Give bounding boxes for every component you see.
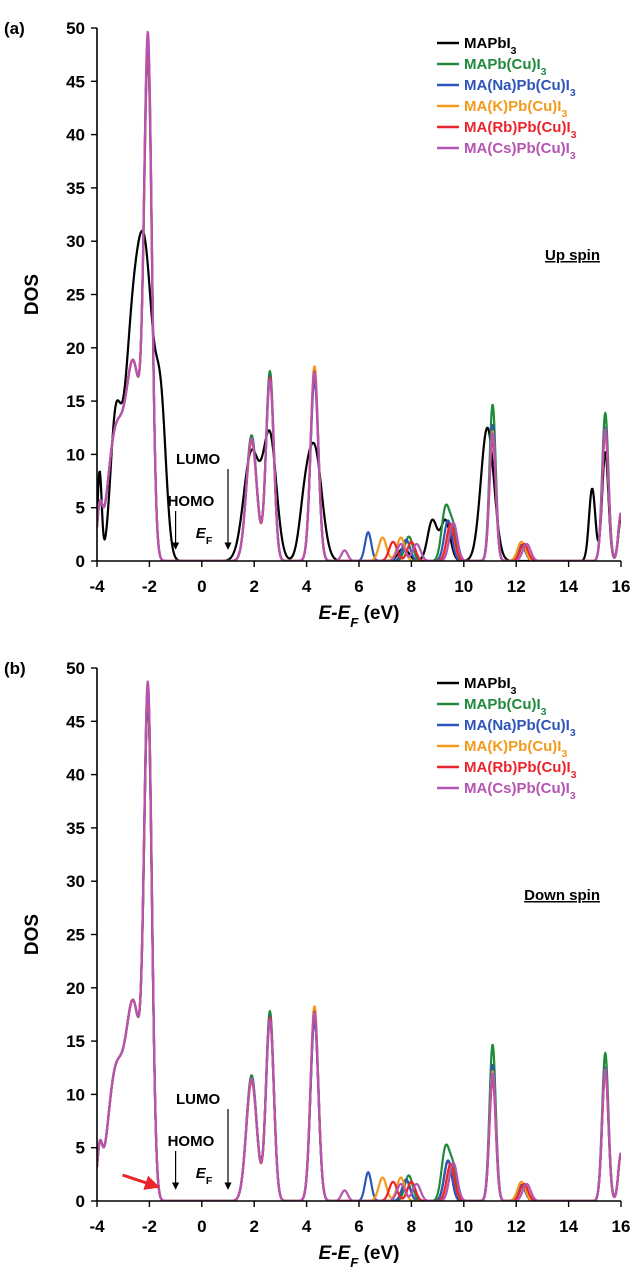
fermi-level-label: EF — [196, 525, 213, 547]
x-tick-label: 2 — [249, 1217, 258, 1236]
x-tick-label: 0 — [197, 577, 206, 596]
panel-label: (a) — [4, 19, 25, 38]
legend-entry: MA(K)Pb(Cu)I3 — [464, 98, 567, 120]
x-tick-label: 16 — [612, 1217, 631, 1236]
x-tick-label: 10 — [454, 1217, 473, 1236]
x-tick-label: 6 — [354, 577, 363, 596]
x-tick-label: 12 — [507, 577, 526, 596]
series-line-4 — [97, 38, 621, 561]
legend-entry: MAPb(Cu)I3 — [464, 56, 547, 78]
legend-entry: MA(Na)Pb(Cu)I3 — [464, 77, 576, 99]
x-tick-label: 16 — [612, 577, 631, 596]
y-tick-label: 30 — [66, 232, 85, 251]
spin-label: Down spin — [524, 887, 600, 904]
y-tick-label: 45 — [66, 72, 85, 91]
series-line-5 — [97, 30, 621, 561]
fermi-level-label: EF — [196, 1165, 213, 1187]
series-line-5 — [97, 680, 621, 1201]
legend-entry: MA(Rb)Pb(Cu)I3 — [464, 119, 577, 141]
x-axis-label: E-EF (eV) — [319, 1243, 400, 1270]
x-tick-label: 4 — [302, 1217, 312, 1236]
spin-label: Up spin — [545, 247, 600, 264]
y-tick-label: 20 — [66, 979, 85, 998]
legend: MAPbI3MAPb(Cu)I3MA(Na)Pb(Cu)I3MA(K)Pb(Cu… — [437, 675, 577, 802]
lumo-label: LUMO — [176, 1091, 220, 1108]
y-tick-label: 35 — [66, 179, 85, 198]
x-tick-label: 10 — [454, 577, 473, 596]
y-tick-label: 25 — [66, 286, 85, 305]
y-tick-label: 25 — [66, 926, 85, 945]
legend-entry: MA(Cs)Pb(Cu)I3 — [464, 780, 576, 802]
y-tick-label: 50 — [66, 659, 85, 678]
y-tick-label: 45 — [66, 712, 85, 731]
x-tick-label: -4 — [89, 577, 105, 596]
legend-entry: MAPb(Cu)I3 — [464, 696, 547, 718]
y-tick-label: 0 — [76, 552, 85, 571]
y-tick-label: 35 — [66, 819, 85, 838]
x-tick-label: 2 — [249, 577, 258, 596]
legend: MAPbI3MAPb(Cu)I3MA(Na)Pb(Cu)I3MA(K)Pb(Cu… — [437, 35, 577, 162]
x-tick-label: -2 — [142, 577, 157, 596]
y-tick-label: 20 — [66, 339, 85, 358]
legend-entry: MAPbI3 — [464, 675, 517, 697]
legend-entry: MA(Na)Pb(Cu)I3 — [464, 717, 576, 739]
y-tick-label: 5 — [76, 499, 85, 518]
y-tick-label: 10 — [66, 445, 85, 464]
legend-entry: MA(Rb)Pb(Cu)I3 — [464, 759, 577, 781]
panel-b: 0 5 10 15 20 25 30 35 40 45 50 -4 -2 0 2 4 6 8 10 12 14 16 DOS… — [4, 659, 630, 1270]
y-tick-label: 0 — [76, 1192, 85, 1211]
y-tick-label: 50 — [66, 19, 85, 38]
legend-entry: MAPbI3 — [464, 35, 517, 57]
y-tick-label: 15 — [66, 392, 85, 411]
legend-entry: MA(Cs)Pb(Cu)I3 — [464, 140, 576, 162]
x-tick-label: 0 — [197, 1217, 206, 1236]
x-tick-label: 8 — [407, 577, 416, 596]
homo-label: HOMO — [168, 1133, 215, 1150]
x-tick-label: -2 — [142, 1217, 157, 1236]
y-axis-label: DOS — [22, 914, 43, 955]
panel-a: 0 5 10 15 20 25 30 35 40 45 50 -4 -2 0 2 4 6 8 10 12 14 16 DOS… — [4, 19, 630, 630]
y-tick-label: 5 — [76, 1139, 85, 1158]
x-tick-label: 4 — [302, 577, 312, 596]
x-tick-label: 12 — [507, 1217, 526, 1236]
lumo-label: LUMO — [176, 451, 220, 468]
y-tick-label: 10 — [66, 1085, 85, 1104]
x-tick-label: 8 — [407, 1217, 416, 1236]
red-arrow — [122, 1173, 160, 1190]
x-axis-label: E-EF (eV) — [319, 603, 400, 630]
panel-label: (b) — [4, 659, 26, 678]
homo-label: HOMO — [168, 493, 215, 510]
x-tick-label: 6 — [354, 1217, 363, 1236]
y-tick-label: 40 — [66, 126, 85, 145]
y-axis-label: DOS — [22, 274, 43, 315]
y-tick-label: 15 — [66, 1032, 85, 1051]
legend-entry: MA(K)Pb(Cu)I3 — [464, 738, 567, 760]
series-line-4 — [97, 683, 621, 1201]
x-tick-label: 14 — [559, 577, 578, 596]
x-tick-label: -4 — [89, 1217, 105, 1236]
y-tick-label: 30 — [66, 872, 85, 891]
x-tick-label: 14 — [559, 1217, 578, 1236]
y-tick-label: 40 — [66, 766, 85, 785]
